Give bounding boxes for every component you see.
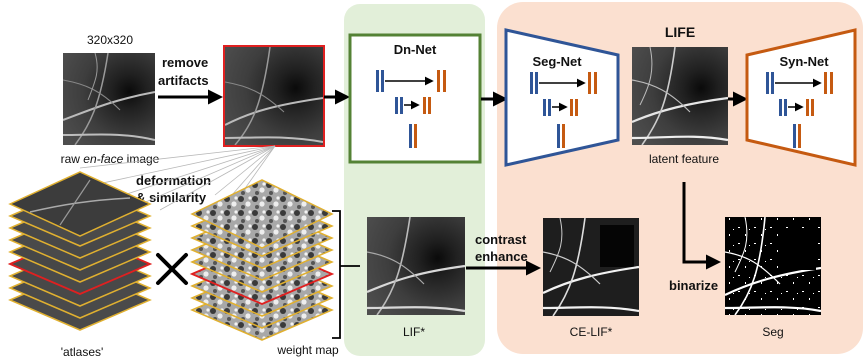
seg-image (725, 217, 821, 315)
syn-net-block: Syn-Net (745, 28, 857, 167)
raw-image (63, 53, 155, 145)
life-title: LIFE (665, 24, 695, 40)
dn-net-title: Dn-Net (394, 42, 437, 57)
seg-net-unet-icon (530, 72, 597, 148)
ce-lif-label: CE-LIF* (570, 325, 613, 339)
dn-net-unet-icon (376, 70, 446, 148)
syn-net-title: Syn-Net (779, 54, 829, 69)
seg-net-title: Seg-Net (532, 54, 582, 69)
atlas-stack (7, 171, 153, 331)
dn-net-block: Dn-Net (348, 33, 482, 164)
artifact-removed-image (223, 45, 325, 147)
latent-feature-image (632, 47, 728, 145)
atlases-label: 'atlases' (61, 345, 104, 359)
bracket (332, 210, 360, 339)
deformation-label: deformation (136, 173, 211, 188)
lif-label: LIF* (403, 325, 425, 339)
enhance-label: enhance (475, 249, 528, 264)
latent-feature-label: latent feature (649, 152, 719, 166)
raw-image-label: raw en-face image (61, 152, 160, 166)
binarize-label: binarize (669, 278, 718, 293)
remove-artifacts-label: remove (162, 55, 208, 70)
syn-net-unet-icon (766, 72, 833, 148)
lif-image (367, 217, 465, 315)
remove-artifacts-label-2: artifacts (158, 73, 209, 88)
seg-label: Seg (762, 325, 783, 339)
binarize-arrow (682, 182, 721, 270)
size-label: 320x320 (87, 33, 133, 47)
multiply-icon (156, 253, 188, 285)
seg-net-block: Seg-Net (504, 28, 620, 167)
ce-lif-image (543, 218, 639, 316)
weight-map-label: weight map (276, 343, 339, 357)
weight-map-stack (189, 179, 335, 341)
contrast-label: contrast (475, 232, 527, 247)
